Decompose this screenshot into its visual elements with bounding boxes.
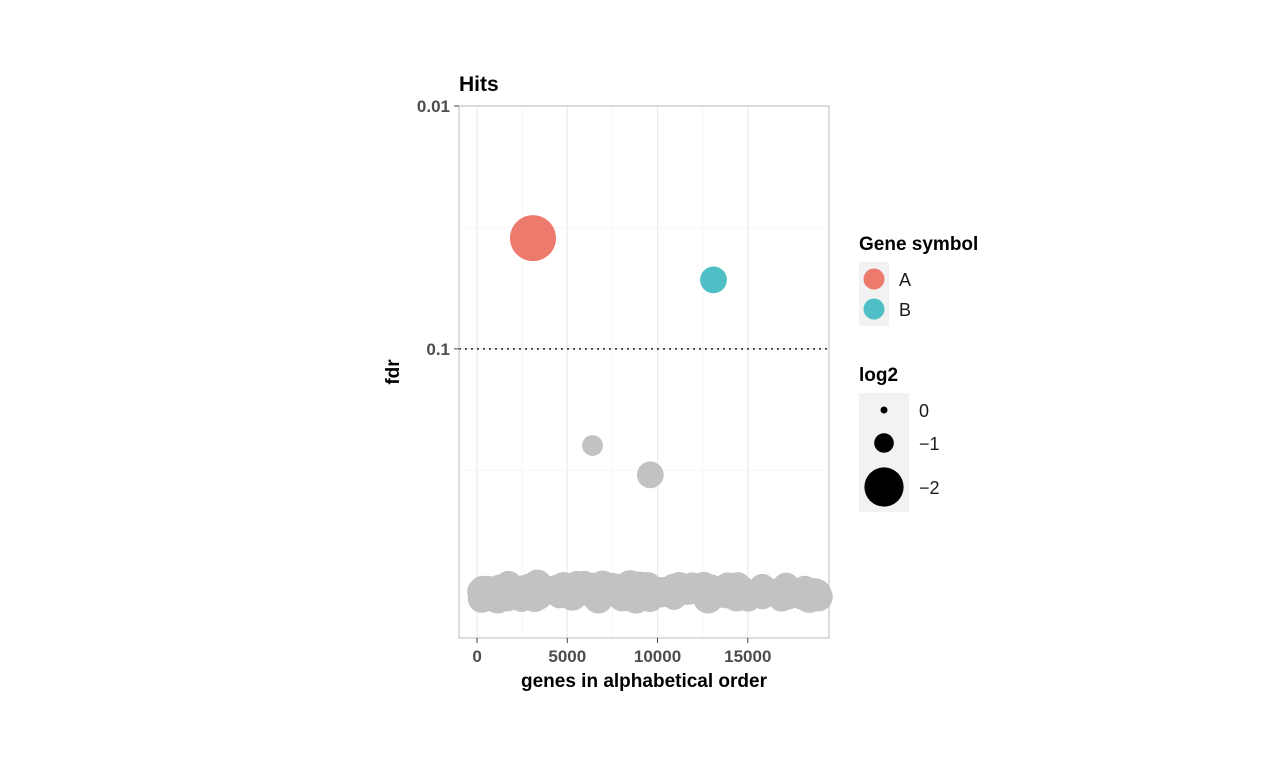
background-gene-point xyxy=(773,579,804,610)
background-gene-point xyxy=(498,579,525,605)
plot-panel xyxy=(459,106,829,638)
x-tick-label: 10000 xyxy=(634,647,681,666)
legend-size-key xyxy=(880,406,888,414)
legend-size-label: −1 xyxy=(919,434,940,454)
hit-point-a xyxy=(509,215,557,262)
legend-size-label: 0 xyxy=(919,401,929,421)
background-gene-point xyxy=(524,582,553,611)
background-gene-point xyxy=(582,435,604,456)
legend-size-title: log2 xyxy=(859,365,898,386)
legend-size-key xyxy=(874,433,894,453)
data-points xyxy=(467,215,833,614)
grid-lines xyxy=(459,105,829,638)
background-gene-point xyxy=(606,575,636,605)
legend-size-key xyxy=(864,467,904,507)
hit-point-b xyxy=(700,266,727,294)
x-tick-label: 0 xyxy=(472,647,481,666)
legend-label-a: A xyxy=(899,270,911,290)
legend-size-label: −2 xyxy=(919,478,940,498)
background-gene-point xyxy=(706,583,731,608)
background-gene-point xyxy=(467,584,497,613)
y-axis-title: fdr xyxy=(383,359,404,385)
y-tick-label: 0.1 xyxy=(426,340,450,359)
x-tick-label: 5000 xyxy=(548,647,586,666)
plot-border xyxy=(458,105,830,639)
chart-title: Hits xyxy=(459,73,499,96)
background-gene-point xyxy=(635,577,664,605)
y-tick-label: 0.01 xyxy=(417,97,450,116)
background-gene-point xyxy=(666,575,696,604)
x-tick-label: 15000 xyxy=(724,647,771,666)
legend-key-b xyxy=(863,298,885,320)
legend: Gene symbol log2 AB 0 −1 −2 xyxy=(859,234,978,512)
background-gene-point xyxy=(636,461,664,489)
x-axis-title: genes in alphabetical order xyxy=(521,671,768,692)
background-gene-point xyxy=(549,572,581,604)
legend-key-a xyxy=(863,268,885,290)
plot-background xyxy=(459,106,829,638)
legend-color-title: Gene symbol xyxy=(859,234,978,255)
axes: 0 5000 10000 15000 0.01 0.1 xyxy=(417,97,830,666)
legend-label-b: B xyxy=(899,300,911,320)
